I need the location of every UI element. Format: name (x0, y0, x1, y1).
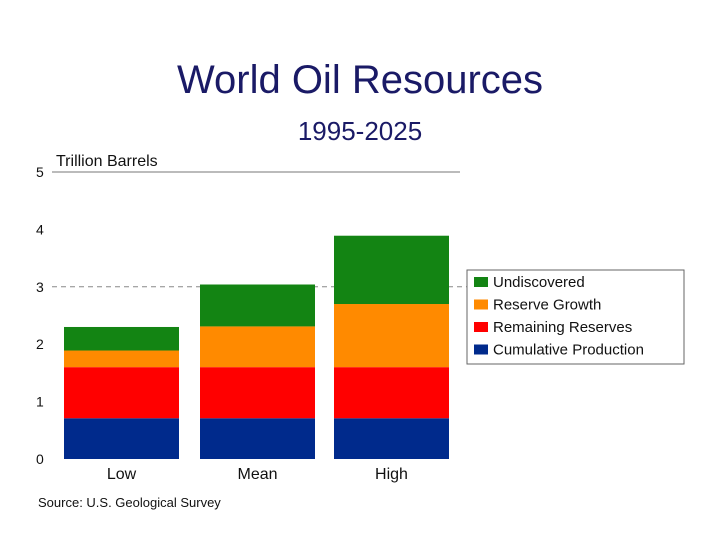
legend-label: Remaining Reserves (493, 319, 632, 336)
legend-swatch (474, 299, 488, 310)
bar-segment (64, 326, 179, 351)
source-note: Source: U.S. Geological Survey (38, 495, 221, 510)
y-tick-label: 3 (36, 279, 44, 295)
y-tick-label: 5 (36, 164, 44, 180)
legend-swatch (474, 277, 488, 287)
bar-segment (334, 367, 449, 419)
bar-segment (64, 367, 179, 419)
bar-segment (200, 367, 315, 419)
legend-swatch (474, 344, 488, 355)
x-category-label: High (375, 466, 408, 483)
y-tick-label: 1 (36, 394, 44, 410)
x-category-label: Low (107, 466, 137, 483)
y-tick-label: 2 (36, 336, 44, 352)
bar-segment (64, 350, 179, 368)
bar-segment (334, 304, 449, 368)
legend-label: Reserve Growth (493, 297, 601, 314)
y-axis-unit-label: Trillion Barrels (56, 153, 158, 170)
legend-label: Undiscovered (493, 274, 585, 291)
bar-segment (200, 326, 315, 368)
bar-segment (200, 418, 315, 459)
legend-swatch (474, 322, 488, 332)
y-tick-label: 4 (36, 221, 44, 237)
bar-segment (334, 235, 449, 305)
bar-segment (200, 284, 315, 327)
bar-segment (64, 418, 179, 459)
y-tick-label: 0 (36, 451, 44, 467)
x-category-label: Mean (237, 466, 277, 483)
bar-segment (334, 418, 449, 459)
chart-subtitle: 1995-2025 (297, 116, 423, 146)
chart-title: World Oil Resources (176, 58, 544, 102)
legend-box (466, 269, 685, 365)
legend-label: Cumulative Production (493, 342, 644, 359)
